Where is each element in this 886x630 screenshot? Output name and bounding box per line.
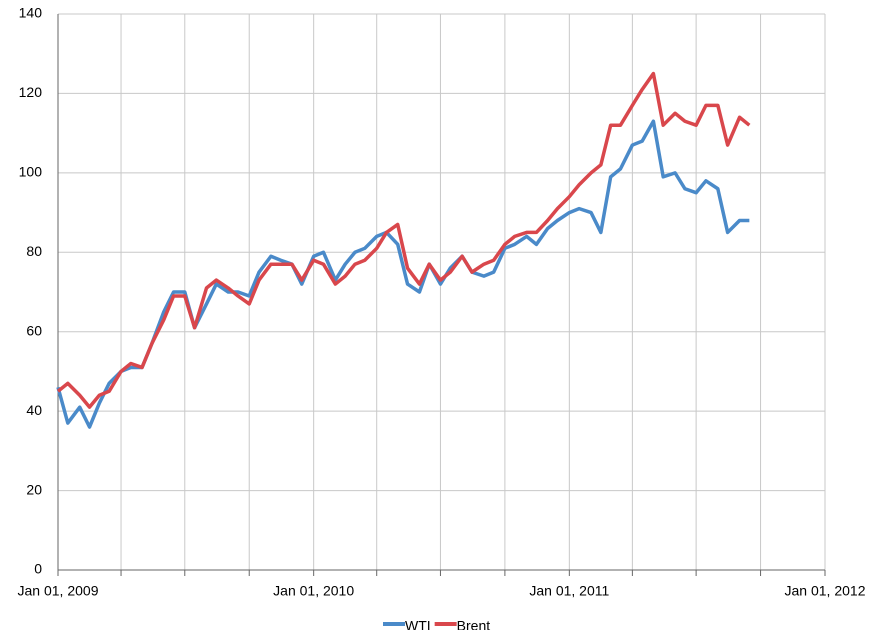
y-tick-label: 60	[26, 322, 42, 338]
y-tick-label: 120	[19, 84, 43, 100]
x-tick-label: Jan 01, 2011	[529, 583, 609, 599]
legend-label: WTI	[405, 618, 431, 630]
y-tick-label: 0	[34, 561, 42, 577]
series-line	[56, 71, 751, 409]
x-tick-label: Jan 01, 2012	[785, 583, 866, 599]
y-tick-label: 80	[26, 243, 42, 259]
x-tick-label: Jan 01, 2009	[18, 583, 99, 599]
series-line	[56, 119, 750, 429]
legend-label: Brent	[457, 618, 491, 630]
y-tick-label: 140	[19, 5, 43, 21]
y-tick-label: 40	[26, 402, 42, 418]
y-tick-label: 100	[19, 164, 43, 180]
y-tick-label: 20	[26, 481, 42, 497]
x-tick-label: Jan 01, 2010	[273, 583, 354, 599]
